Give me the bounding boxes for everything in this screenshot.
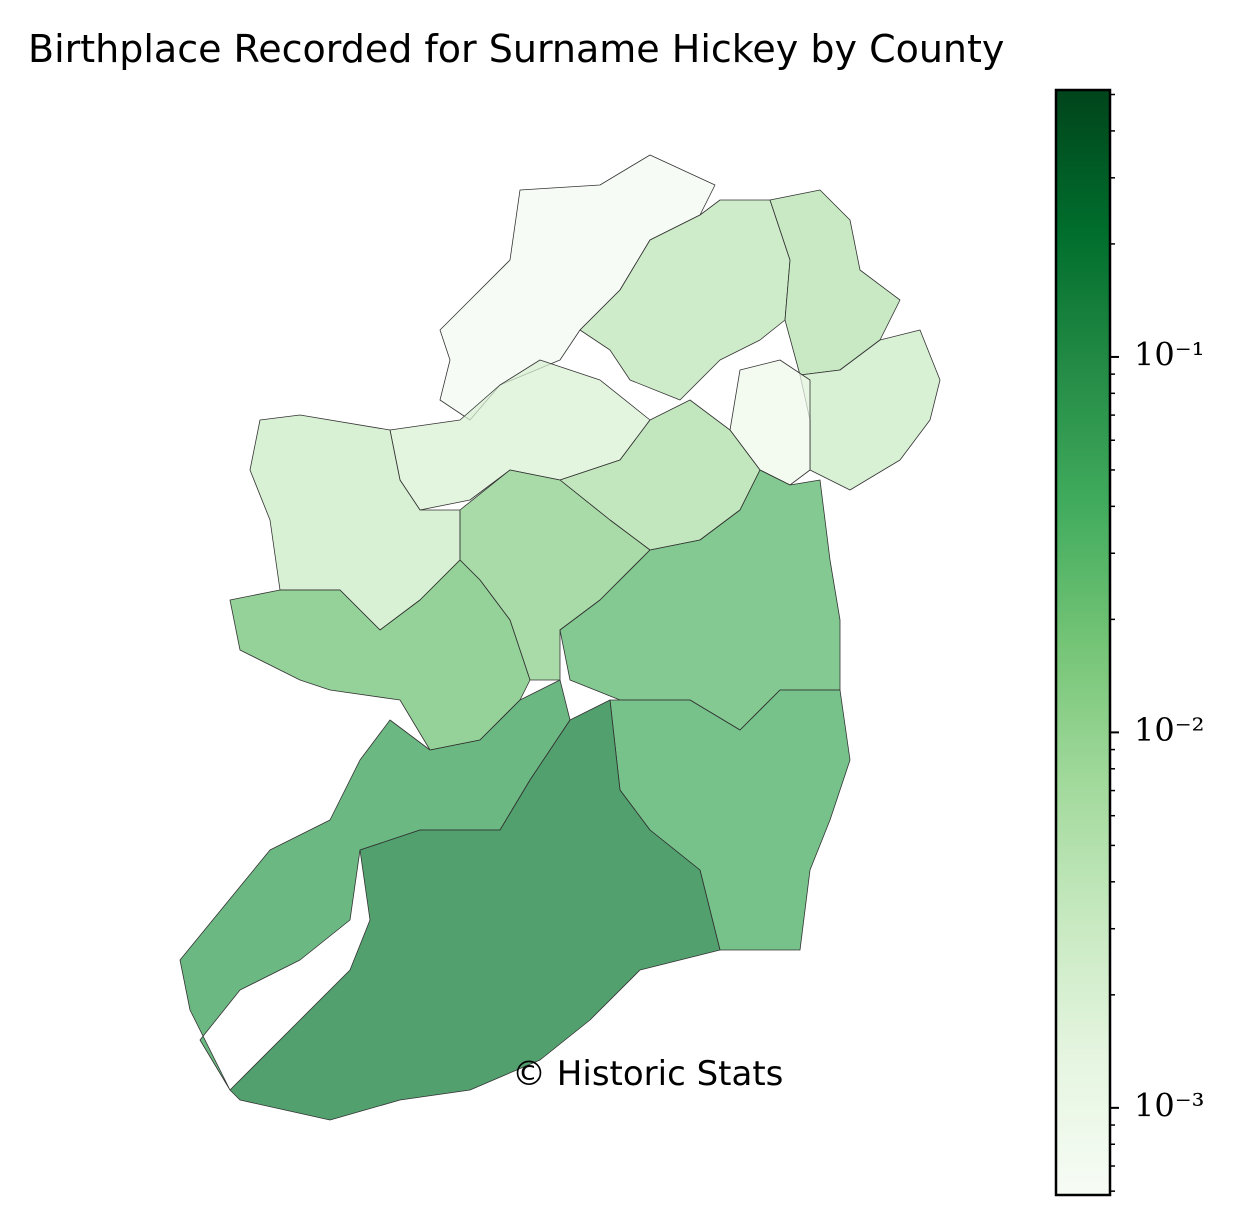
map (179, 154, 941, 1121)
watermark: © Historic Stats (512, 1054, 783, 1094)
chart-title: Birthplace Recorded for Surname Hickey b… (28, 27, 1004, 71)
region (229, 559, 531, 751)
region (579, 199, 791, 401)
y-tick-label: 10⁻³ (1134, 1086, 1204, 1124)
y-tick-label: 10⁻² (1134, 711, 1204, 749)
colorbar (1054, 88, 1112, 1197)
y-tick-label: 10⁻¹ (1134, 335, 1204, 373)
region (229, 699, 721, 1121)
